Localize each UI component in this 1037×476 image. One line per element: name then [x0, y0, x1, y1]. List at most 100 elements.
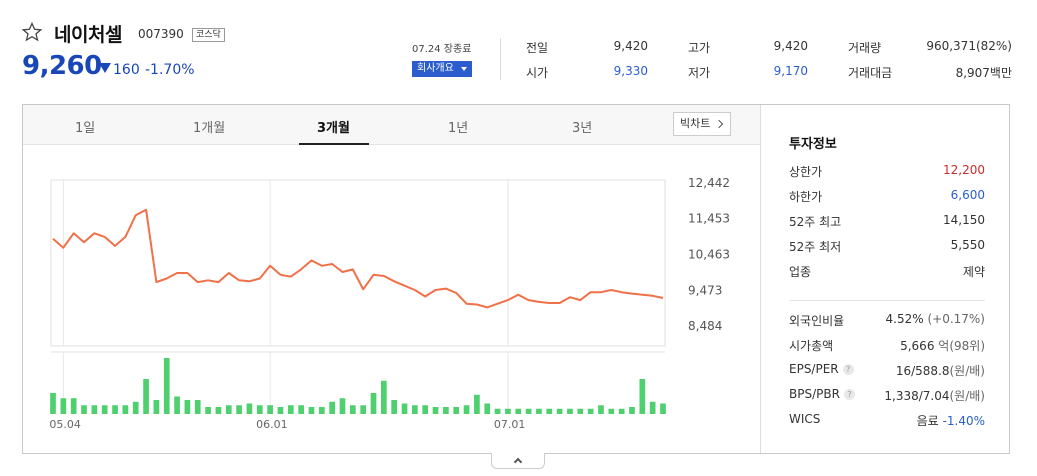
lower-limit-value: 6,600: [950, 188, 985, 202]
volume-bar: [360, 405, 367, 414]
volume-bar: [401, 403, 408, 414]
wics-label: WICS: [789, 412, 821, 426]
volume-bar: [60, 398, 67, 414]
foreign-ratio-number: 4.52%: [885, 312, 924, 326]
volume-bar: [577, 408, 584, 414]
volume-bar: [494, 408, 501, 414]
volume-bar: [422, 405, 429, 414]
y-tick-label: 11,453: [688, 212, 730, 226]
volume-bar: [432, 407, 439, 414]
market-cap-value: 5,666 억(98위): [900, 337, 985, 354]
divider: [500, 38, 501, 80]
volume-bar: [474, 394, 480, 414]
tab-1month[interactable]: 1개월: [193, 121, 226, 136]
wics-change: -1.40%: [942, 414, 985, 428]
volume-bar: [225, 405, 232, 414]
foreign-ratio-value: 4.52% (+0.17%): [886, 312, 986, 326]
volume-bar: [349, 405, 356, 414]
volume-bar: [256, 405, 263, 414]
big-chart-button[interactable]: 빅차트: [673, 112, 731, 136]
volume-bar: [122, 405, 129, 414]
high-label: 고가: [688, 41, 711, 55]
volume-bar: [112, 405, 118, 414]
stock-code: 007390: [138, 27, 184, 41]
tab-3month[interactable]: 3개월: [317, 121, 350, 136]
volume-value: 960,371(82%): [926, 39, 1012, 53]
volume-bar: [318, 407, 325, 414]
week52-low-value: 5,550: [950, 238, 985, 252]
bps-pbr-number: 1,338/7.04: [884, 389, 950, 403]
price-change-percent: -1.70%: [145, 62, 195, 78]
volume-bar: [660, 403, 666, 414]
caret-down-icon: [461, 67, 467, 71]
high-value: 9,420: [773, 39, 808, 53]
period-tabs: 1일 1개월 3개월 1년 3년 빅차트: [23, 105, 760, 145]
volume-bar: [101, 405, 108, 414]
tab-1day[interactable]: 1일: [75, 121, 96, 136]
volume-bar: [246, 403, 253, 414]
wics-sector: 음료: [916, 414, 939, 428]
star-icon[interactable]: [22, 22, 42, 42]
foreign-ratio-change: (+0.17%): [927, 312, 985, 326]
volume-bar: [629, 407, 635, 414]
low-value: 9,170: [773, 64, 808, 78]
collapse-button[interactable]: [491, 453, 545, 469]
sector-label: 업종: [789, 265, 812, 279]
eps-per-value: 16/588.8(원/배): [896, 362, 985, 379]
volume-bar: [339, 398, 346, 414]
volume-bar: [298, 405, 304, 414]
tab-1year[interactable]: 1년: [448, 121, 469, 136]
volume-bar: [618, 408, 625, 414]
volume-bar: [194, 400, 201, 414]
volume-bar: [515, 408, 522, 414]
volume-bar: [505, 408, 511, 414]
tab-3year[interactable]: 3년: [572, 121, 593, 136]
open-label: 시가: [526, 66, 549, 80]
investment-info-title: 투자정보: [789, 137, 837, 152]
volume-bar: [143, 379, 149, 414]
volume-bar: [567, 408, 573, 414]
volume-bar: [484, 403, 491, 414]
down-arrow-icon: [99, 63, 111, 73]
volume-bar: [91, 405, 98, 414]
volume-bar: [267, 405, 273, 414]
volume-bar: [132, 401, 139, 414]
market-cap-label: 시가총액: [789, 339, 834, 353]
volume-bar: [463, 405, 470, 414]
low-label: 저가: [688, 66, 711, 80]
volume-bar: [236, 405, 242, 414]
help-icon[interactable]: ?: [843, 389, 855, 400]
volume-bar: [556, 408, 563, 414]
volume-bar: [649, 401, 656, 414]
big-chart-label: 빅차트: [680, 117, 711, 130]
amount-label: 거래대금: [848, 66, 893, 80]
volume-bar: [587, 408, 594, 414]
upper-limit-label: 상한가: [789, 165, 823, 179]
lower-limit-label: 하한가: [789, 190, 823, 204]
eps-per-number: 16/588.8: [895, 364, 950, 378]
trade-date-label: 07.24 장종료: [412, 44, 472, 55]
company-overview-label: 회사개요: [417, 63, 454, 74]
volume-bar: [443, 407, 449, 414]
stock-name: 네이처셀: [54, 24, 122, 46]
volume-bar: [370, 393, 377, 414]
company-overview-button[interactable]: 회사개요: [412, 61, 472, 77]
volume-label: 거래량: [848, 41, 882, 55]
bps-pbr-label: BPS/PBR?: [789, 387, 855, 401]
market-badge: 코스닥: [192, 28, 225, 42]
volume-bar: [525, 408, 532, 414]
y-tick-label: 8,484: [688, 319, 722, 333]
volume-bar: [546, 408, 553, 414]
volume-bar: [277, 407, 284, 414]
y-tick-label: 12,442: [688, 176, 730, 190]
volume-bar: [536, 408, 542, 414]
volume-bar: [639, 379, 646, 414]
week52-high-value: 14,150: [943, 213, 985, 227]
investment-info-panel: 투자정보 상한가 12,200 하한가 6,600 52주 최고 14,150 …: [760, 105, 1009, 453]
volume-bar: [50, 393, 56, 414]
help-icon[interactable]: ?: [842, 364, 854, 375]
x-tick-label: 07.01: [494, 418, 526, 431]
amount-value: 8,907백만: [955, 66, 1012, 80]
volume-bar: [412, 405, 418, 414]
volume-bar: [163, 358, 170, 414]
